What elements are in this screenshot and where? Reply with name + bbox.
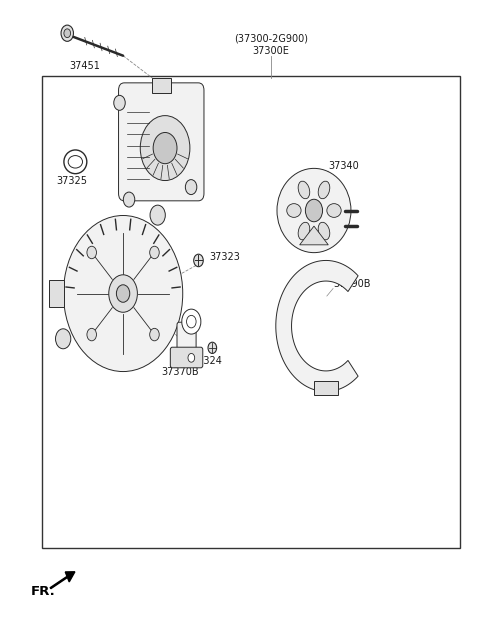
Circle shape: [150, 205, 165, 225]
Circle shape: [208, 342, 216, 354]
Circle shape: [182, 309, 201, 334]
FancyArrow shape: [50, 572, 75, 589]
Text: (37300-2G900): (37300-2G900): [234, 34, 308, 44]
Circle shape: [187, 315, 196, 328]
Circle shape: [153, 132, 177, 164]
Bar: [49, 280, 64, 307]
Text: 37390B: 37390B: [333, 278, 371, 288]
Circle shape: [194, 254, 203, 266]
FancyBboxPatch shape: [177, 322, 196, 354]
Circle shape: [188, 354, 195, 362]
Circle shape: [64, 29, 71, 38]
Bar: [152, 78, 171, 93]
Text: 37370B: 37370B: [162, 367, 199, 377]
Text: 37330K: 37330K: [147, 83, 185, 93]
Circle shape: [305, 199, 323, 222]
Circle shape: [150, 329, 159, 341]
Ellipse shape: [318, 181, 330, 199]
Text: FR.: FR.: [31, 585, 56, 598]
Ellipse shape: [287, 204, 301, 218]
Ellipse shape: [327, 204, 341, 218]
Ellipse shape: [277, 169, 351, 253]
FancyBboxPatch shape: [119, 83, 204, 201]
Ellipse shape: [298, 181, 310, 199]
Bar: [314, 381, 338, 394]
Ellipse shape: [64, 150, 87, 174]
Circle shape: [114, 95, 125, 110]
Text: 37340: 37340: [328, 161, 359, 171]
Circle shape: [109, 275, 137, 312]
Text: 37325: 37325: [57, 176, 87, 186]
Ellipse shape: [298, 222, 310, 240]
Circle shape: [140, 115, 190, 181]
FancyBboxPatch shape: [170, 347, 203, 368]
Text: 37323: 37323: [209, 252, 240, 262]
Text: 37300E: 37300E: [252, 46, 289, 56]
Circle shape: [116, 285, 130, 302]
Circle shape: [87, 246, 96, 259]
Text: 37360E: 37360E: [90, 344, 127, 354]
Polygon shape: [276, 260, 358, 391]
Circle shape: [56, 329, 71, 349]
Ellipse shape: [68, 155, 83, 168]
Circle shape: [123, 192, 135, 207]
Bar: [42, 76, 459, 547]
Circle shape: [63, 216, 183, 372]
Text: 37451: 37451: [70, 61, 100, 71]
Text: 37324: 37324: [191, 356, 222, 366]
Circle shape: [87, 329, 96, 341]
Circle shape: [61, 25, 73, 41]
Polygon shape: [300, 226, 328, 245]
Circle shape: [185, 179, 197, 194]
Ellipse shape: [318, 222, 330, 240]
Circle shape: [150, 246, 159, 259]
